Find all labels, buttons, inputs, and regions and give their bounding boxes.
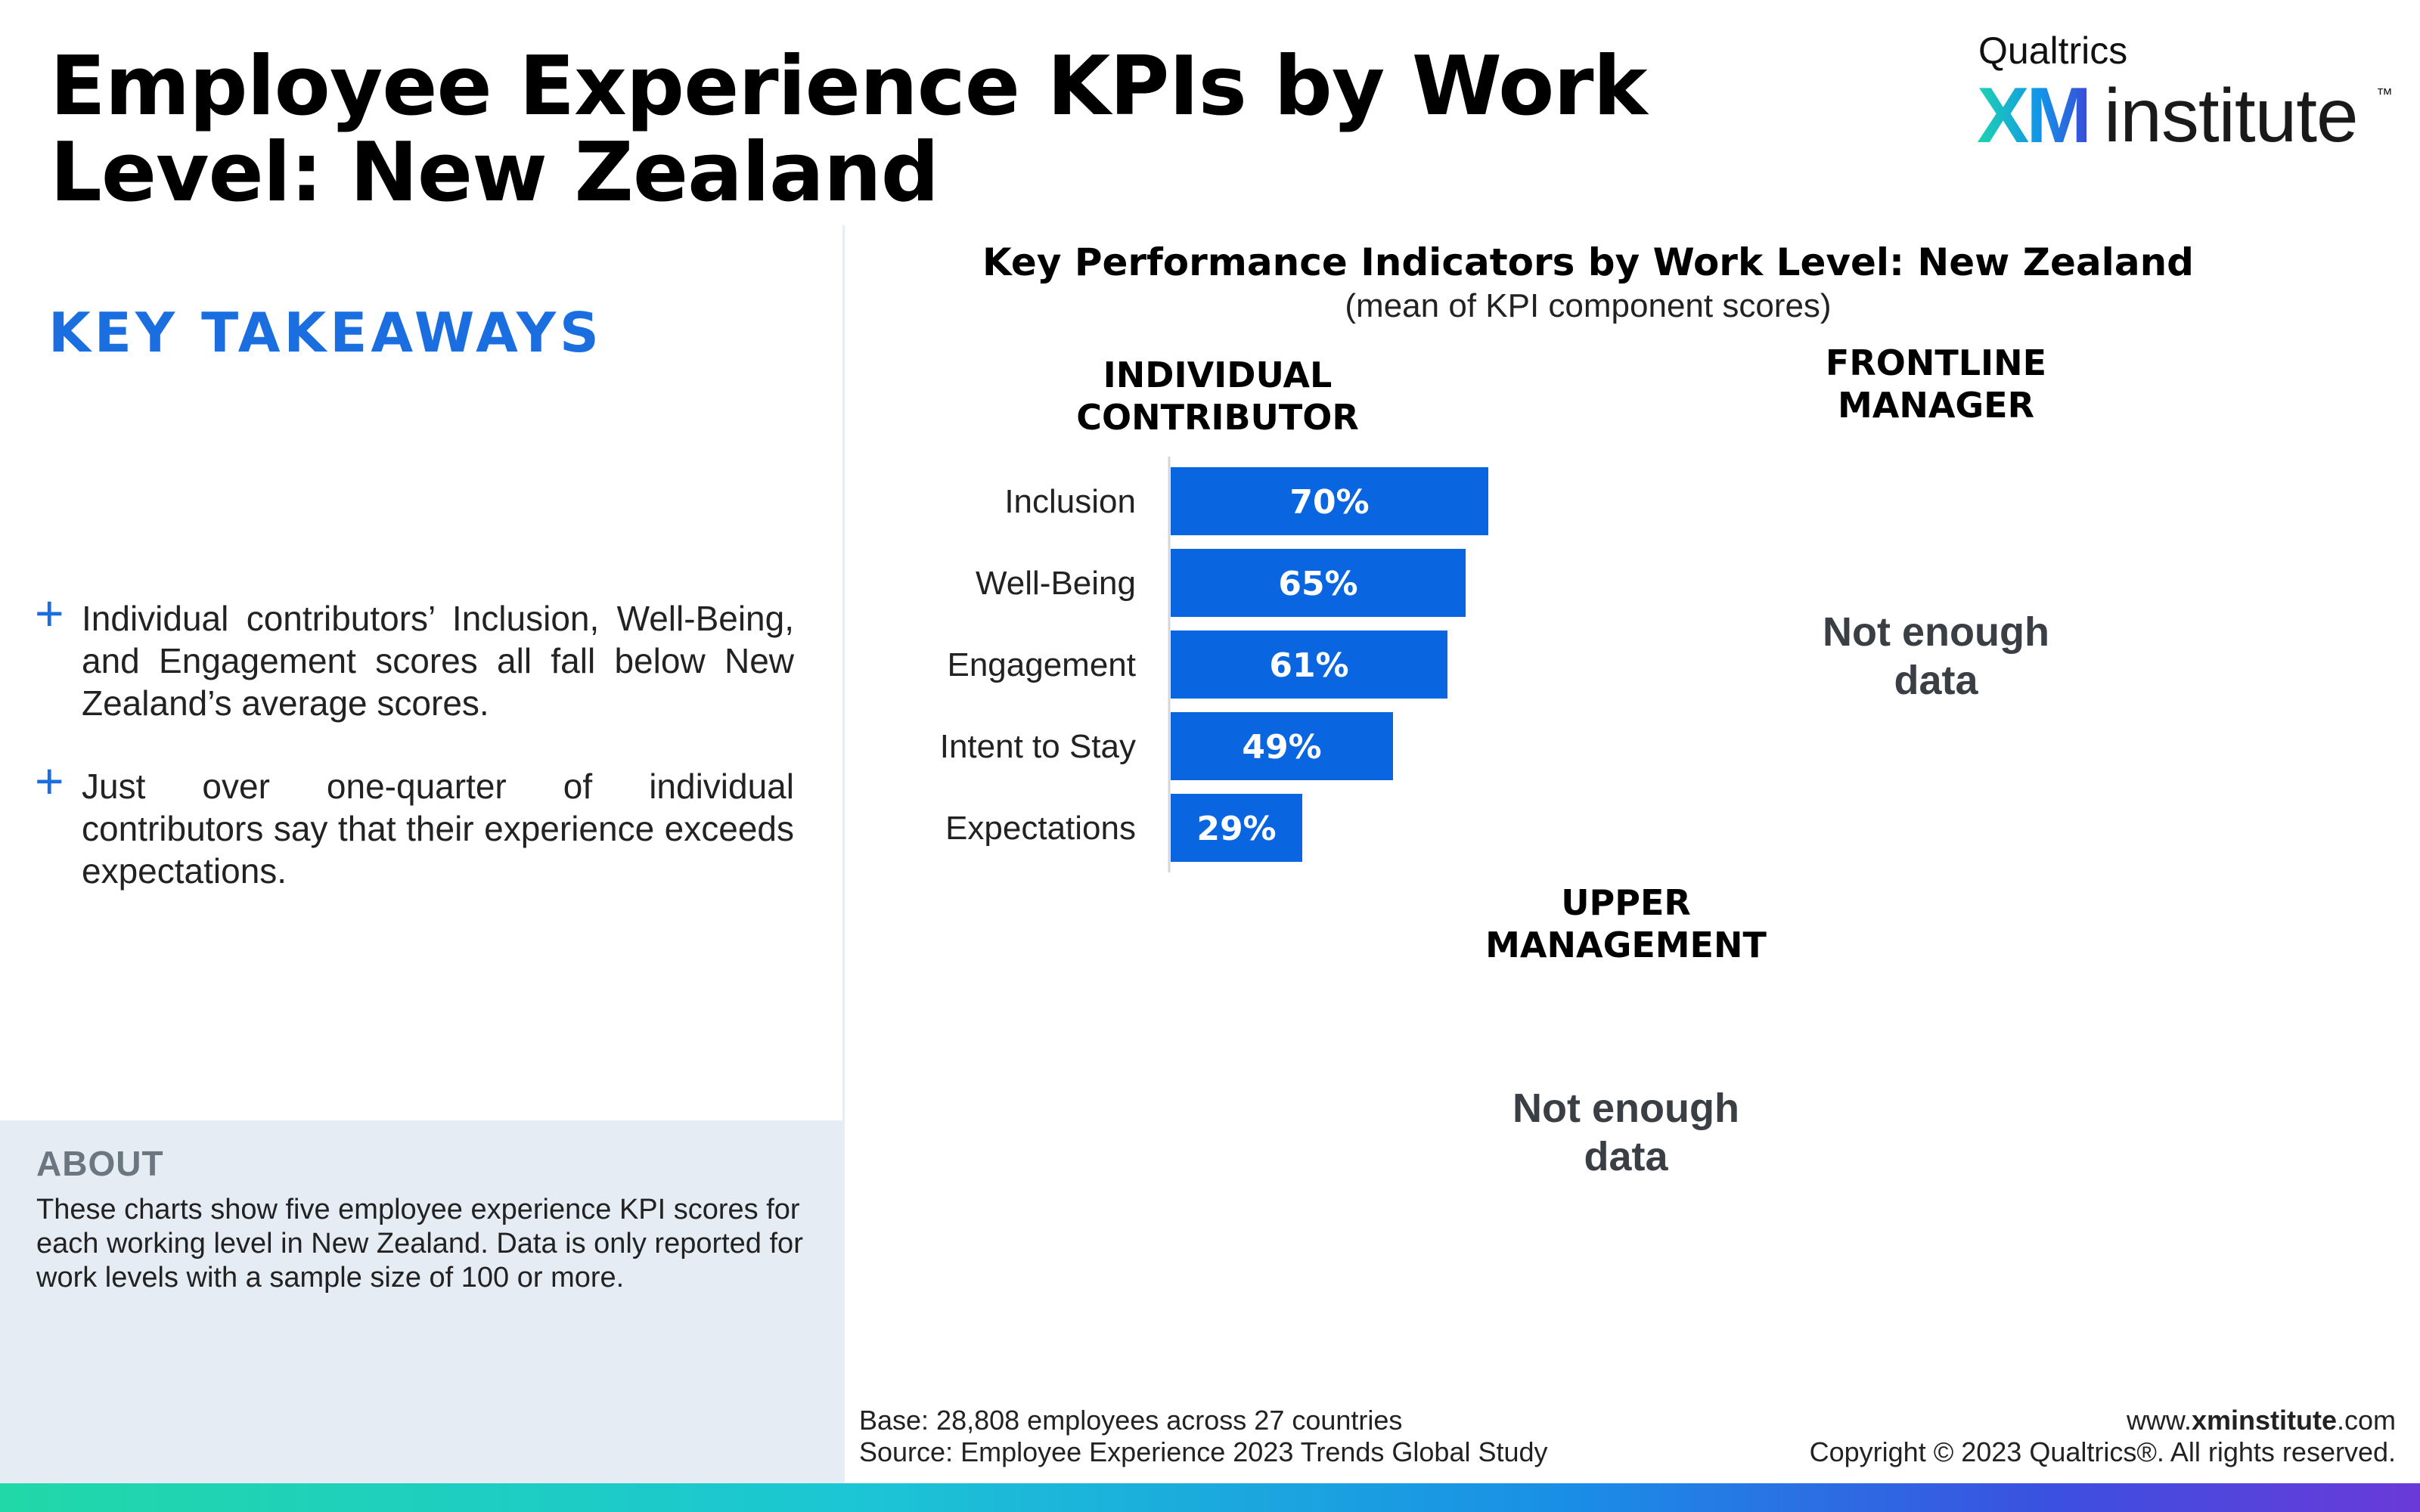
data-label: 70% [1289,483,1369,522]
url-prefix: www. [2126,1405,2192,1436]
url-domain: xminstitute [2191,1405,2337,1436]
key-takeaways-heading: KEY TAKEAWAYS [48,301,603,364]
data-label: 61% [1269,646,1348,685]
data-label: 49% [1242,728,1321,767]
takeaways-list: + Individual contributors’ Inclusion, We… [35,588,794,933]
url-suffix: .com [2336,1405,2396,1436]
takeaway-text: Just over one-quarter of individual cont… [82,767,794,891]
panel-divider [842,225,845,1483]
gradient-footer-bar [0,1483,2420,1512]
about-heading: ABOUT [36,1144,164,1183]
data-label: 65% [1278,565,1357,603]
about-box: ABOUT These charts show five employee ex… [0,1120,842,1483]
page-title: Employee Experience KPIs by Work Level: … [50,39,1647,220]
logo-product: institute [2104,73,2359,158]
footer-source: Base: 28,808 employees across 27 countri… [859,1405,1548,1468]
logo-brand: XM [1977,72,2092,160]
takeaway-item: + Just over one-quarter of individual co… [35,756,794,892]
bar [1171,712,1393,780]
chart-title: Key Performance Indicators by Work Level… [982,240,2194,284]
logo-trademark: ™ [2376,85,2393,104]
frontline-no-data: Not enough data [1823,609,2049,703]
bar [1171,794,1302,862]
takeaway-item: + Individual contributors’ Inclusion, We… [35,588,794,724]
xm-institute-logo: Qualtrics XM institute ™ [1977,29,2400,160]
category-label: Well-Being [976,565,1136,602]
copyright-text: Copyright © 2023 Qualtrics®. All rights … [1809,1436,2396,1467]
upper-management-no-data: Not enough data [1512,1086,1739,1179]
panel-title-frontline-manager: FRONTLINE MANAGER [1825,342,2047,426]
base-note: Base: 28,808 employees across 27 countri… [859,1405,1403,1436]
bar [1171,549,1466,617]
about-text: These charts show five employee experien… [36,1194,803,1294]
individual-contributor-bar-chart: Inclusion 70% Well-Being 65% Engagement 61% In… [940,457,1488,872]
logo-company: Qualtrics [1978,29,2128,72]
panel-title-individual-contributor: INDIVIDUAL CONTRIBUTOR [1076,355,1359,438]
category-label: Expectations [945,810,1136,847]
bar [1171,631,1447,699]
source-note: Source: Employee Experience 2023 Trends … [859,1436,1548,1467]
plus-icon: + [35,585,64,641]
category-label: Inclusion [1004,483,1136,520]
chart-subtitle: (mean of KPI component scores) [1345,287,1832,324]
bar [1171,467,1488,535]
category-label: Engagement [947,646,1136,683]
category-label: Intent to Stay [940,728,1136,765]
takeaway-text: Individual contributors’ Inclusion, Well… [82,599,794,723]
footer-copyright: www.xminstitute.com Copyright © 2023 Qua… [1810,1405,2396,1468]
website-link[interactable]: www.xminstitute.com [1810,1405,2396,1436]
plus-icon: + [35,753,64,809]
data-label: 29% [1196,810,1276,848]
panel-title-upper-management: UPPER MANAGEMENT [1485,882,1767,965]
